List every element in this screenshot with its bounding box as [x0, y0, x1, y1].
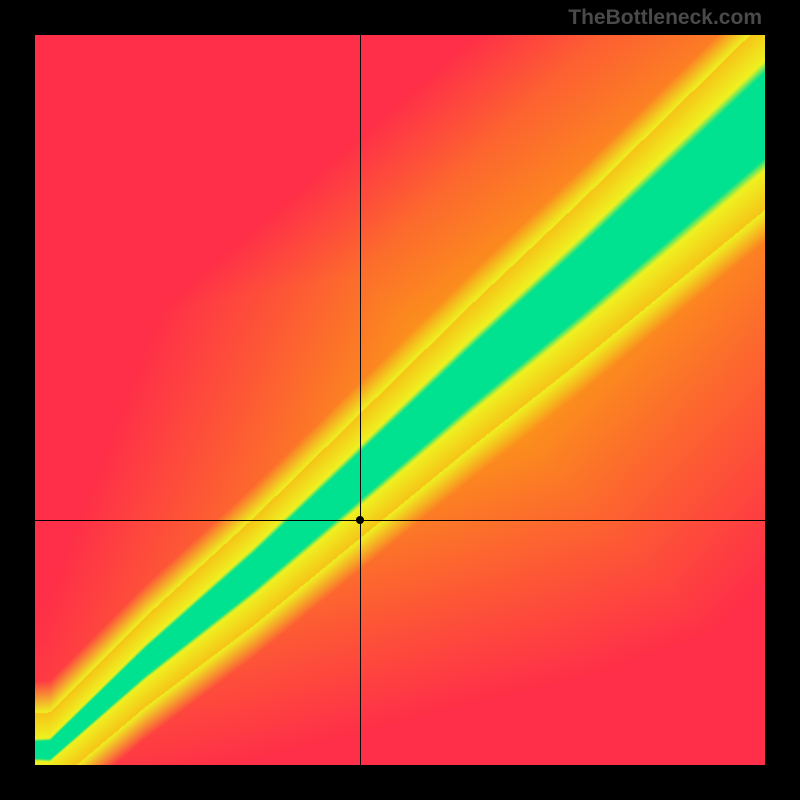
data-point-marker [356, 516, 364, 524]
plot-area [35, 35, 765, 765]
chart-container: TheBottleneck.com [0, 0, 800, 800]
crosshair-vertical [360, 35, 361, 765]
heatmap-canvas [35, 35, 765, 765]
crosshair-horizontal [35, 520, 765, 521]
watermark-text: TheBottleneck.com [568, 6, 762, 30]
